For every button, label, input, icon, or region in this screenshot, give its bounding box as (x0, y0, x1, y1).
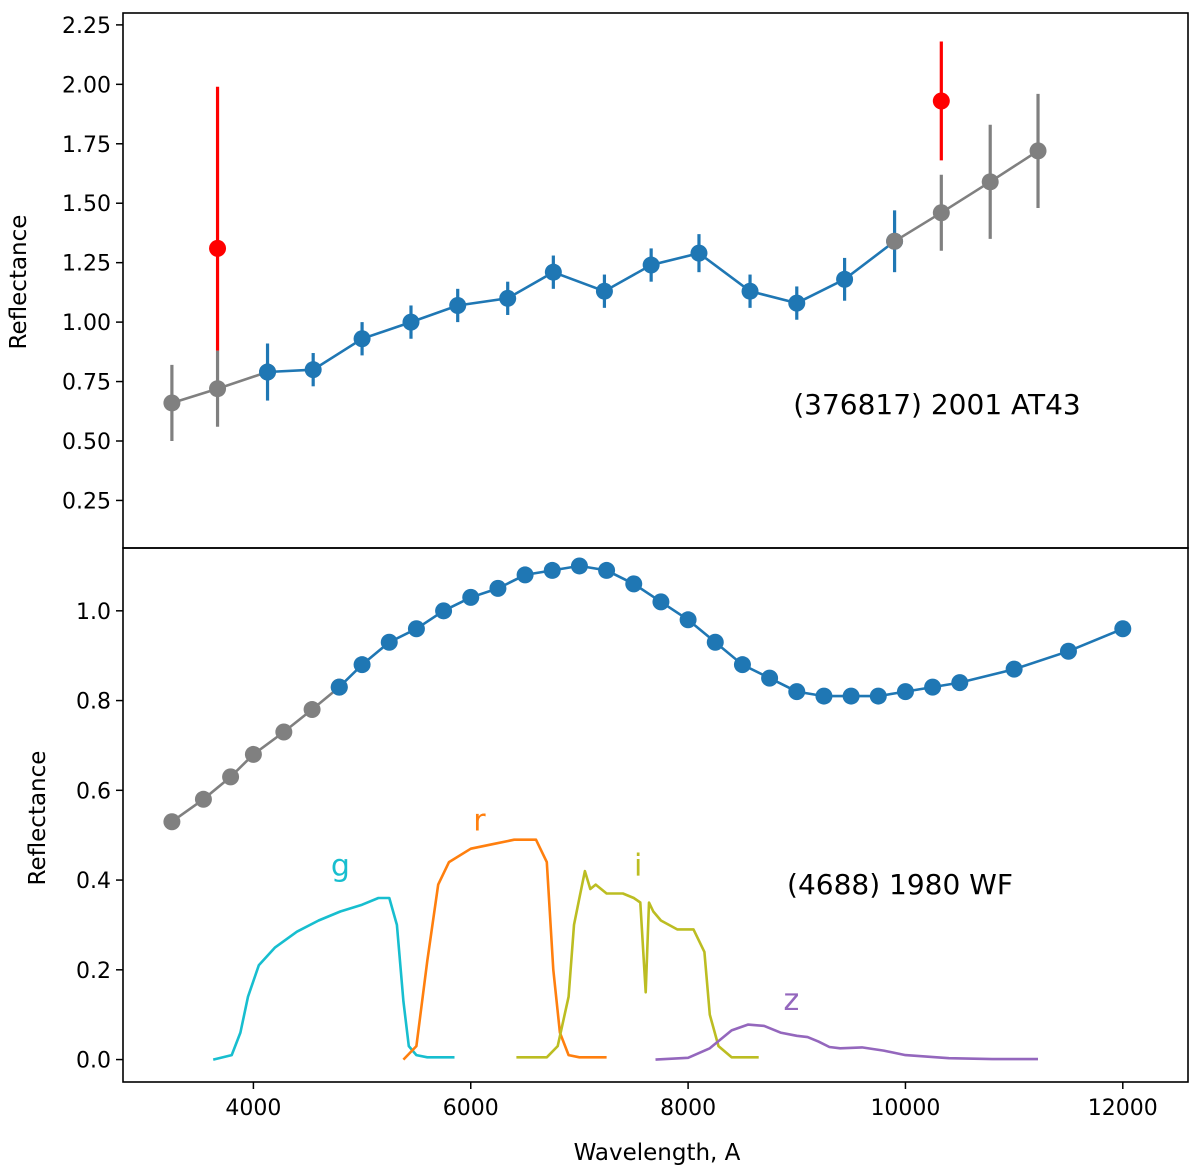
data-point-measured (598, 561, 616, 579)
y-tick-label-top: 1.00 (62, 311, 111, 336)
data-point-measured (741, 282, 759, 300)
y-tick-label-top: 0.25 (62, 489, 111, 514)
filter-curve-i (516, 869, 759, 1059)
y-tick-label-top: 0.75 (62, 371, 111, 396)
data-point-measured (570, 557, 588, 575)
data-point-measured (544, 263, 562, 281)
data-point-measured (259, 363, 277, 381)
y-tick-label-bottom: 0.6 (76, 779, 111, 804)
y-tick-label-bottom: 0.0 (76, 1049, 111, 1074)
data-point-measured (407, 620, 425, 638)
plot-frame-bottom (122, 547, 1189, 1083)
data-point-measured (402, 313, 420, 331)
data-point-measured (842, 687, 860, 705)
y-tick-label-top: 2.00 (62, 73, 111, 98)
filter-curve-z (655, 1023, 1038, 1061)
data-point-extrapolated-blue-end (222, 768, 240, 786)
y-tick-label-bottom: 0.4 (76, 869, 111, 894)
x-tick-label: 10000 (870, 1096, 940, 1121)
filter-label-r: r (473, 804, 486, 839)
panel-annotation-bottom: (4688) 1980 WF (787, 868, 1013, 901)
filter-curve-g (212, 896, 455, 1061)
top-y-axis-title: Reflectance (6, 215, 32, 350)
data-point-extrapolated-blue-end (244, 745, 262, 763)
data-point-measured (896, 683, 914, 701)
data-point-measured (924, 678, 942, 696)
data-point-photometric-points (209, 239, 227, 257)
data-point-measured (642, 256, 660, 274)
data-point-measured (353, 330, 371, 348)
data-point-measured (330, 678, 348, 696)
data-point-measured (625, 575, 643, 593)
data-point-measured (690, 244, 708, 262)
data-point-measured (304, 361, 322, 379)
data-point-measured (869, 687, 887, 705)
y-tick-label-top: 0.50 (62, 430, 111, 455)
data-point-measured (1059, 642, 1077, 660)
data-point-measured (652, 593, 670, 611)
x-tick-label: 6000 (443, 1096, 499, 1121)
data-point-extrapolated-red-end (981, 173, 999, 191)
y-tick-label-bottom: 0.8 (76, 690, 111, 715)
data-point-extrapolated-red-end (886, 232, 904, 250)
data-point-measured (815, 687, 833, 705)
data-point-extrapolated-blue-end (163, 394, 181, 412)
y-tick-label-top: 1.25 (62, 252, 111, 277)
filter-curve-r (402, 838, 607, 1061)
data-point-measured (951, 674, 969, 692)
filter-label-g: g (331, 849, 350, 884)
data-point-extrapolated-red-end (1029, 142, 1047, 160)
bottom-panel: 0.0 0.2 0.4 0.6 0.8 1.0 4000 6000 8000 10000 12000… (76, 547, 1189, 1121)
data-point-measured (1005, 660, 1023, 678)
data-point-measured (679, 611, 697, 629)
data-point-measured (788, 683, 806, 701)
data-point-measured (1114, 620, 1132, 638)
data-point-extrapolated-blue-end (303, 701, 321, 719)
data-point-measured (706, 633, 724, 651)
data-point-photometric-points (932, 92, 950, 110)
data-point-measured (788, 294, 806, 312)
data-point-measured (353, 656, 371, 674)
data-point-measured (380, 633, 398, 651)
data-point-measured (489, 579, 507, 597)
filter-label-z: z (783, 983, 799, 1018)
x-tick-label: 8000 (660, 1096, 716, 1121)
filter-label-i: i (634, 849, 642, 884)
panel-annotation-top: (376817) 2001 AT43 (793, 388, 1081, 421)
plot-frame-top (122, 12, 1189, 549)
y-tick-label-top: 1.50 (62, 192, 111, 217)
data-point-measured (543, 561, 561, 579)
top-panel: 0.25 0.50 0.75 1.00 1.25 1.50 1.75 2.00 2.25 (376… (62, 12, 1189, 549)
data-point-measured (733, 656, 751, 674)
data-point-extrapolated-blue-end (194, 790, 212, 808)
data-point-measured (435, 602, 453, 620)
data-point-measured (595, 282, 613, 300)
data-point-extrapolated-blue-end (275, 723, 293, 741)
bottom-y-axis-title: Reflectance (25, 751, 51, 886)
x-tick-label: 4000 (225, 1096, 281, 1121)
y-tick-label-top: 1.75 (62, 133, 111, 158)
data-point-measured (516, 566, 534, 584)
data-point-measured (499, 289, 517, 307)
data-point-extrapolated-blue-end (209, 380, 227, 398)
series-line-extrapolated-red-end (893, 149, 1039, 243)
data-point-measured (462, 588, 480, 606)
y-tick-label-top: 2.25 (62, 14, 111, 39)
x-tick-label: 12000 (1088, 1096, 1158, 1121)
data-point-measured (449, 296, 467, 314)
y-tick-label-bottom: 1.0 (76, 600, 111, 625)
data-point-measured (761, 669, 779, 687)
series-line-measured (338, 564, 1124, 698)
y-tick-label-bottom: 0.2 (76, 959, 111, 984)
data-point-extrapolated-blue-end (163, 813, 181, 831)
data-point-measured (836, 270, 854, 288)
data-point-extrapolated-red-end (932, 204, 950, 222)
x-axis-title: Wavelength, A (574, 1140, 741, 1166)
